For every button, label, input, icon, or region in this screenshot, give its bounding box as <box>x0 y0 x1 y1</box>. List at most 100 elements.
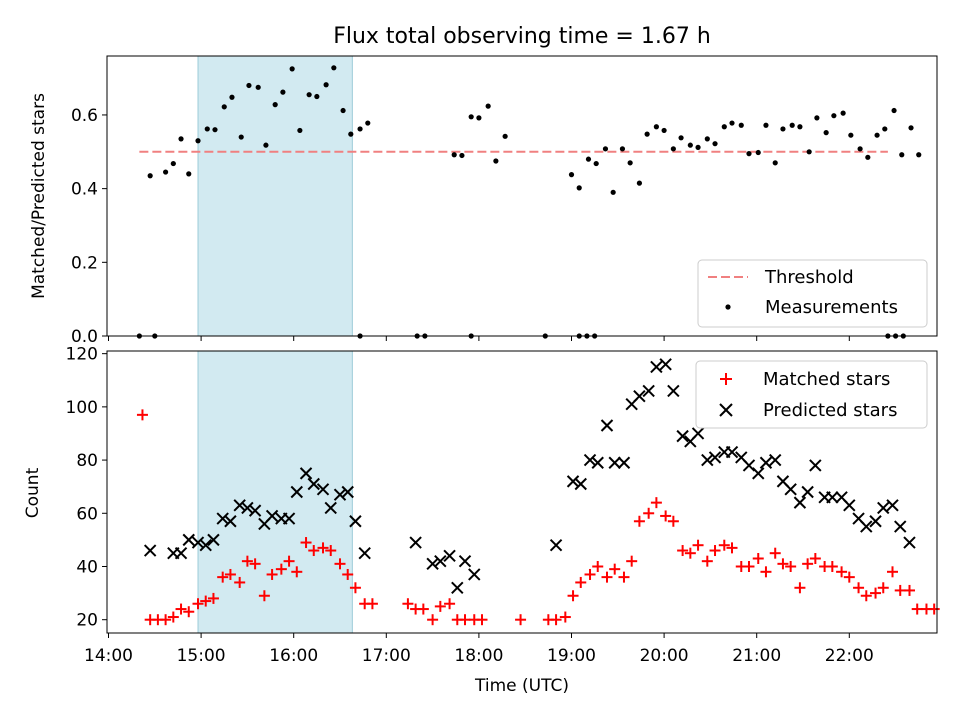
measurement-point <box>661 127 667 134</box>
matched-star-point <box>870 587 882 599</box>
predicted-star-point <box>903 536 916 549</box>
matched-star-point <box>567 590 579 602</box>
measurement-point <box>568 172 575 178</box>
matched-star-point <box>476 614 488 626</box>
measurement-point <box>272 102 278 108</box>
measurement-point <box>678 135 684 141</box>
matched-star-point <box>417 603 429 615</box>
predicted-star-point <box>207 533 220 547</box>
ratio-shaded-band <box>197 55 353 337</box>
measurement-point <box>238 134 244 140</box>
matched-star-point <box>402 598 414 610</box>
measurement-point <box>468 114 474 120</box>
measurement-point <box>806 149 812 155</box>
measurement-point <box>485 103 491 109</box>
measurement-point <box>263 142 269 148</box>
predicted-star-point <box>224 515 237 528</box>
matched-star-point <box>718 539 730 551</box>
ratio-y-axis-label: Matched/Predicted stars <box>29 93 49 299</box>
predicted-star-point <box>282 512 296 525</box>
matched-star-point <box>802 558 814 570</box>
matched-star-point <box>752 553 764 565</box>
matched-star-point <box>444 598 456 610</box>
measurement-point <box>585 156 592 162</box>
predicted-star-point <box>409 536 422 549</box>
measurement-point <box>297 127 303 134</box>
y-tick-label: 20 <box>76 611 98 631</box>
matched-star-point <box>136 409 148 421</box>
matched-star-point <box>342 568 354 580</box>
measurement-point <box>712 141 718 147</box>
measurement-point <box>602 146 609 152</box>
matched-star-point <box>777 558 789 570</box>
matched-star-point <box>325 545 337 557</box>
x-axis-label: Time (UTC) <box>474 676 569 696</box>
measurement-point <box>451 152 457 158</box>
matched-star-point <box>701 555 713 567</box>
y-tick-label: 120 <box>66 345 98 365</box>
predicted-star-point <box>458 554 472 568</box>
predicted-star-point <box>701 453 714 467</box>
predicted-star-point <box>784 483 797 496</box>
matched-star-point <box>877 582 889 594</box>
matched-star-point <box>709 545 721 557</box>
matched-star-point <box>275 563 287 575</box>
matched-star-point <box>317 542 329 554</box>
predicted-star-point <box>182 533 195 547</box>
predicted-star-point <box>691 427 705 440</box>
y-tick-label: 0.6 <box>71 106 98 126</box>
matched-star-point <box>266 568 278 580</box>
predicted-star-point <box>307 477 320 491</box>
predicted-star-point <box>265 509 279 523</box>
measurement-point <box>246 82 252 89</box>
predicted-star-point <box>199 539 212 552</box>
matched-star-point <box>743 560 755 572</box>
legend-measurements-label: Measurements <box>765 297 898 318</box>
measurement-point <box>255 84 261 90</box>
legend-predicted-label: Predicted stars <box>763 400 897 421</box>
measurement-point <box>746 151 752 157</box>
measurement-point <box>738 122 744 128</box>
ratio-plot-frame <box>106 55 938 337</box>
predicted-star-point <box>759 456 773 469</box>
predicted-star-point <box>591 456 604 469</box>
measurement-point <box>644 131 650 137</box>
x-tick-label: 20:00 <box>640 646 689 666</box>
matched-star-point <box>258 590 270 602</box>
predicted-star-point <box>801 485 814 499</box>
matched-star-point <box>366 598 378 610</box>
predicted-star-point <box>583 453 597 467</box>
measurement-point <box>823 130 829 136</box>
measurement-point <box>865 154 871 160</box>
x-tick-label: 19:00 <box>547 646 596 666</box>
predicted-star-point <box>860 520 873 533</box>
predicted-star-point <box>843 499 856 512</box>
matched-star-point <box>633 515 645 527</box>
predicted-star-point <box>600 419 614 432</box>
measurement-point <box>365 120 371 126</box>
measurement-point <box>763 122 769 128</box>
predicted-star-point <box>869 515 882 528</box>
measurement-point <box>610 189 616 195</box>
measurement-point <box>476 115 482 121</box>
matched-star-point <box>903 584 915 596</box>
measurement-point <box>163 169 169 175</box>
predicted-star-point <box>216 512 229 525</box>
matched-star-point <box>207 592 219 604</box>
predicted-star-point <box>650 360 663 374</box>
matched-star-point <box>692 539 704 551</box>
predicted-star-point <box>443 549 456 563</box>
predicted-star-point <box>191 536 205 549</box>
measurement-point <box>204 126 210 132</box>
count-legend: Matched stars Predicted stars <box>695 360 928 429</box>
y-tick-label: 60 <box>76 504 98 524</box>
predicted-star-point <box>752 467 765 480</box>
y-tick-label: 100 <box>66 398 98 418</box>
ratio-panel: 0.0 0.2 0.4 0.6 Matched/Predicted stars Thr… <box>29 55 938 347</box>
predicted-star-point <box>633 390 646 403</box>
predicted-star-point <box>667 384 680 398</box>
measurement-point <box>619 146 626 152</box>
x-tick-label: 21:00 <box>732 646 781 666</box>
predicted-star-point <box>894 520 907 533</box>
